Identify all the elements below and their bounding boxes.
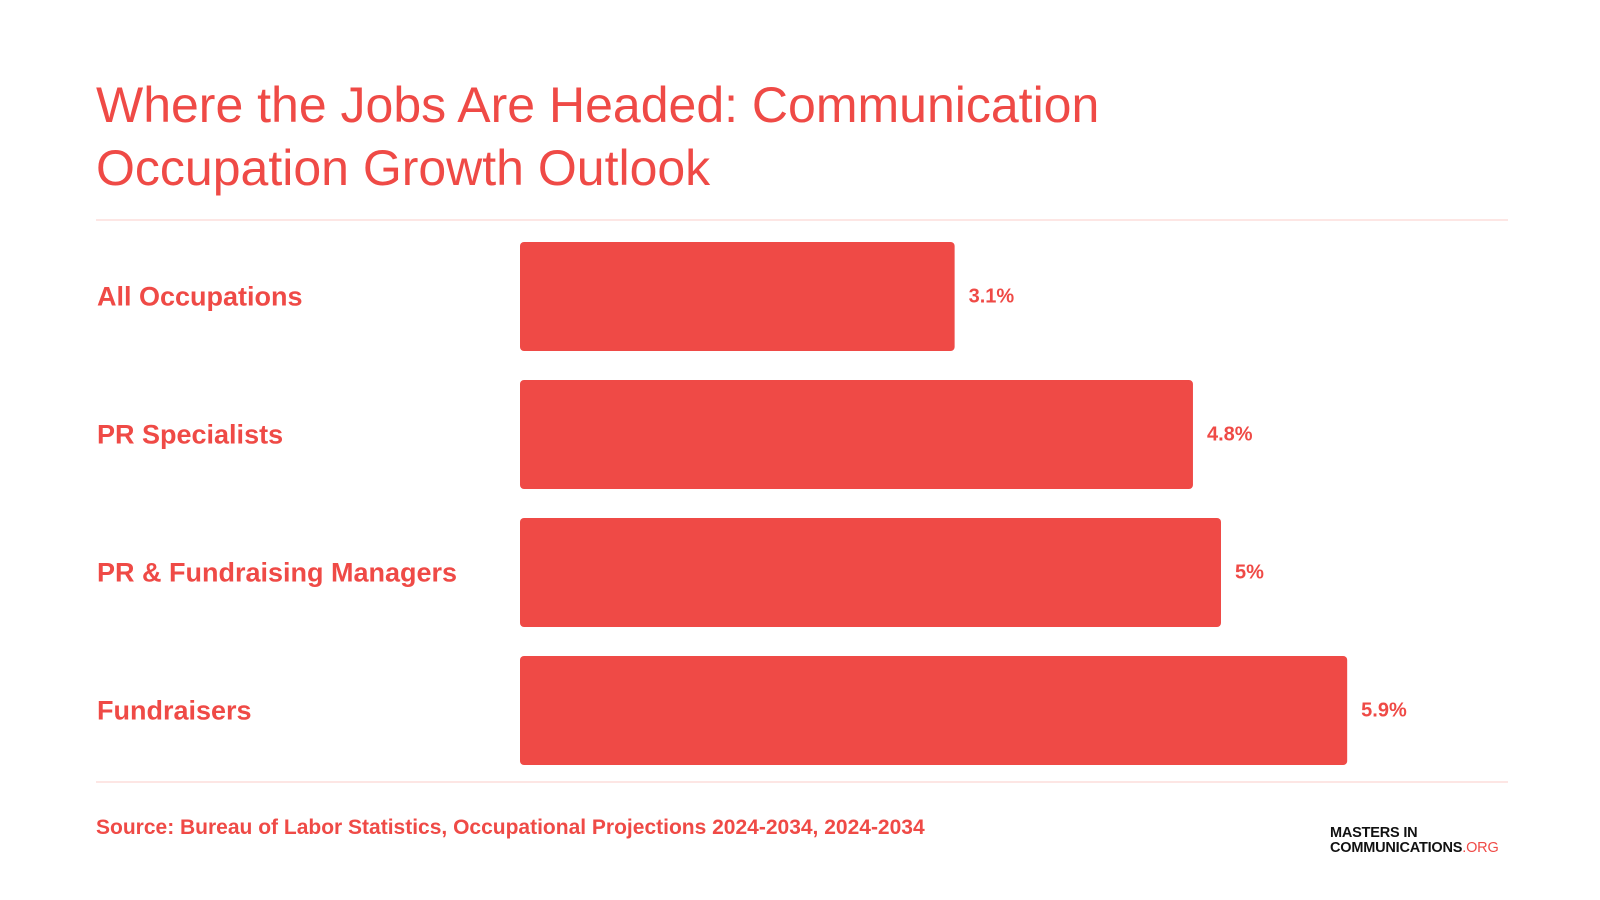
bar-all-occupations [520, 242, 955, 351]
value-label-pr-and-fundraising-managers: 5% [1235, 562, 1264, 584]
value-label-all-occupations: 3.1% [969, 286, 1015, 308]
category-label-all-occupations: All Occupations [97, 282, 303, 312]
logo-line-2: COMMUNICATIONS.ORG [1330, 840, 1499, 856]
source-note: Source: Bureau of Labor Statistics, Occu… [96, 816, 925, 839]
category-label-fundraisers: Fundraisers [97, 696, 252, 726]
logo-line-1: MASTERS IN [1330, 825, 1418, 841]
category-label-pr-specialists: PR Specialists [97, 420, 283, 450]
bar-pr-specialists [520, 380, 1193, 489]
value-label-fundraisers: 5.9% [1361, 700, 1407, 722]
bar-pr-and-fundraising-managers [520, 518, 1221, 627]
category-label-pr-and-fundraising-managers: PR & Fundraising Managers [97, 558, 457, 588]
bottom-divider [96, 781, 1508, 783]
value-label-pr-specialists: 4.8% [1207, 424, 1253, 446]
top-divider [96, 219, 1508, 221]
brand-logo: MASTERS IN COMMUNICATIONS.ORG [1330, 826, 1499, 856]
bar-fundraisers [520, 656, 1348, 765]
chart-title: Where the Jobs Are Headed: Communication… [96, 77, 1100, 196]
